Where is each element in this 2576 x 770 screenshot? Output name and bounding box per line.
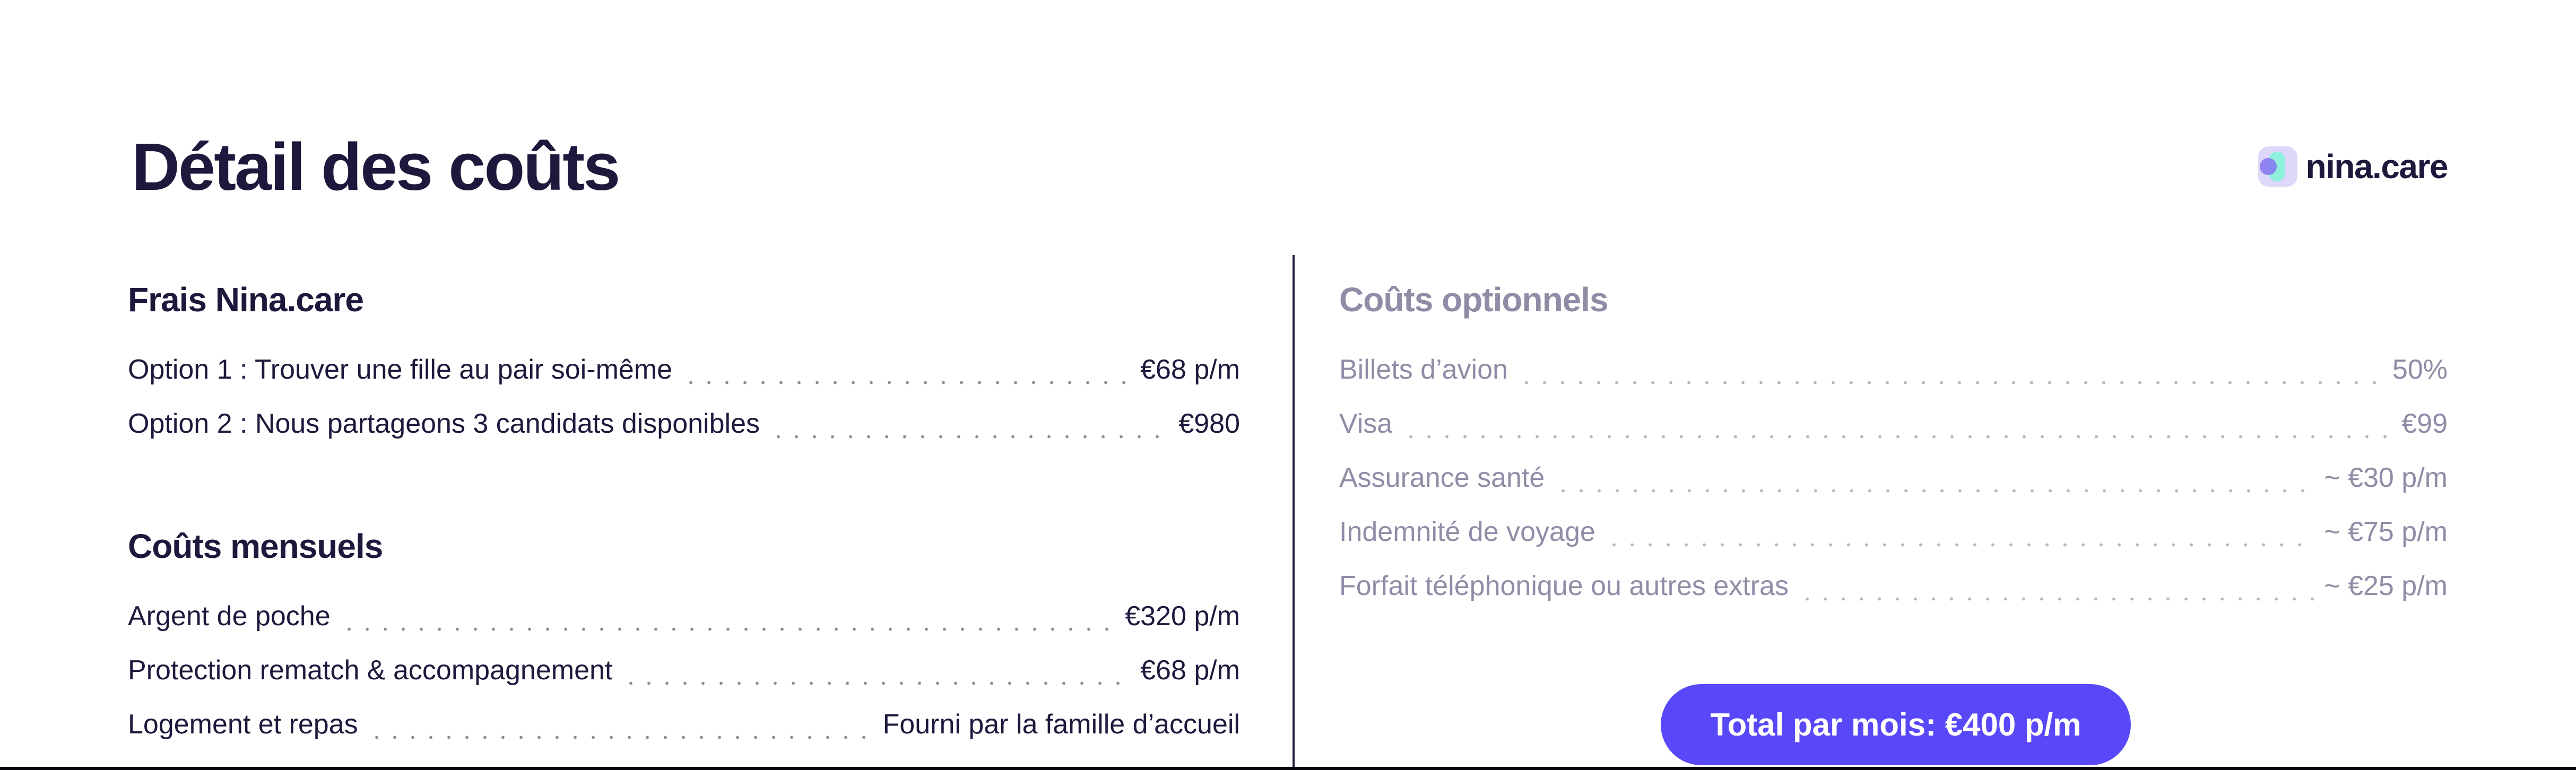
- section-nina-fees: Frais Nina.care Option 1 : Trouver une f…: [128, 279, 1240, 440]
- cost-label: Assurance santé: [1339, 462, 1545, 493]
- cost-row-option-2: Option 2 : Nous partageons 3 candidats d…: [128, 407, 1240, 440]
- cost-value: €68 p/m: [1140, 354, 1240, 385]
- cost-label: Argent de poche: [128, 601, 331, 632]
- dot-leader: [682, 379, 1131, 386]
- cost-value: €68 p/m: [1140, 655, 1240, 686]
- dot-leader: [367, 734, 873, 741]
- dot-leader: [340, 626, 1116, 633]
- cost-value: Fourni par la famille d’accueil: [882, 709, 1240, 740]
- nina-care-logo-icon: [2258, 146, 2298, 187]
- cost-label: Option 2 : Nous partageons 3 candidats d…: [128, 408, 760, 439]
- cost-row-room-and-board: Logement et repas Fourni par la famille …: [128, 708, 1240, 741]
- logo-purple-circle-icon: [2260, 158, 2277, 175]
- nina-fees-rows: Option 1 : Trouver une fille au pair soi…: [128, 353, 1240, 440]
- dot-leader: [1402, 433, 2392, 440]
- cost-row-health-insurance: Assurance santé ~ €30 p/m: [1339, 461, 2448, 494]
- dot-leader: [1798, 596, 2315, 602]
- dot-leader: [622, 680, 1131, 687]
- section-monthly-costs: Coûts mensuels Argent de poche €320 p/m …: [128, 526, 1240, 741]
- cost-value: ~ €30 p/m: [2324, 462, 2448, 493]
- cost-value: ~ €25 p/m: [2324, 571, 2448, 601]
- cost-row-rematch-protection: Protection rematch & accompagnement €68 …: [128, 654, 1240, 687]
- section-heading-optional-costs: Coûts optionnels: [1339, 281, 1609, 319]
- cost-label: Logement et repas: [128, 709, 358, 740]
- cost-value: €980: [1178, 408, 1240, 439]
- cost-row-visa: Visa €99: [1339, 407, 2448, 440]
- cost-label: Billets d’avion: [1339, 354, 1508, 385]
- cost-label: Option 1 : Trouver une fille au pair soi…: [128, 354, 673, 385]
- cost-row-option-1: Option 1 : Trouver une fille au pair soi…: [128, 353, 1240, 386]
- cost-row-travel-allowance: Indemnité de voyage ~ €75 p/m: [1339, 515, 2448, 548]
- cost-row-flight-tickets: Billets d’avion 50%: [1339, 353, 2448, 386]
- dot-leader: [1517, 379, 2383, 386]
- section-optional-costs: Coûts optionnels Billets d’avion 50% Vis…: [1339, 279, 2448, 602]
- cost-value: 50%: [2392, 354, 2448, 385]
- brand-name: nina.care: [2305, 147, 2448, 186]
- monthly-costs-rows: Argent de poche €320 p/m Protection rema…: [128, 600, 1240, 741]
- cost-value: ~ €75 p/m: [2324, 517, 2448, 547]
- brand-logo: nina.care: [2258, 146, 2448, 187]
- cost-label: Protection rematch & accompagnement: [128, 655, 613, 686]
- left-column: Frais Nina.care Option 1 : Trouver une f…: [128, 279, 1240, 741]
- page-title: Détail des coûts: [132, 129, 620, 204]
- optional-costs-rows: Billets d’avion 50% Visa €99 Assurance s…: [1339, 353, 2448, 602]
- dot-leader: [1554, 487, 2315, 494]
- column-divider: [1293, 255, 1295, 770]
- bottom-edge-bar: [0, 767, 2576, 770]
- cost-value: €99: [2401, 408, 2448, 439]
- cost-value: €320 p/m: [1125, 601, 1240, 632]
- cost-row-pocket-money: Argent de poche €320 p/m: [128, 600, 1240, 633]
- cost-label: Forfait téléphonique ou autres extras: [1339, 571, 1789, 601]
- dot-leader: [769, 433, 1169, 440]
- dot-leader: [1604, 541, 2315, 548]
- total-per-month-button[interactable]: Total par mois: €400 p/m: [1661, 684, 2131, 765]
- cost-label: Visa: [1339, 408, 1393, 439]
- cost-row-phone-plan-extras: Forfait téléphonique ou autres extras ~ …: [1339, 570, 2448, 602]
- section-heading-monthly-costs: Coûts mensuels: [128, 527, 383, 565]
- section-heading-nina-fees: Frais Nina.care: [128, 281, 364, 319]
- right-column: Coûts optionnels Billets d’avion 50% Vis…: [1339, 279, 2448, 765]
- cost-label: Indemnité de voyage: [1339, 517, 1595, 547]
